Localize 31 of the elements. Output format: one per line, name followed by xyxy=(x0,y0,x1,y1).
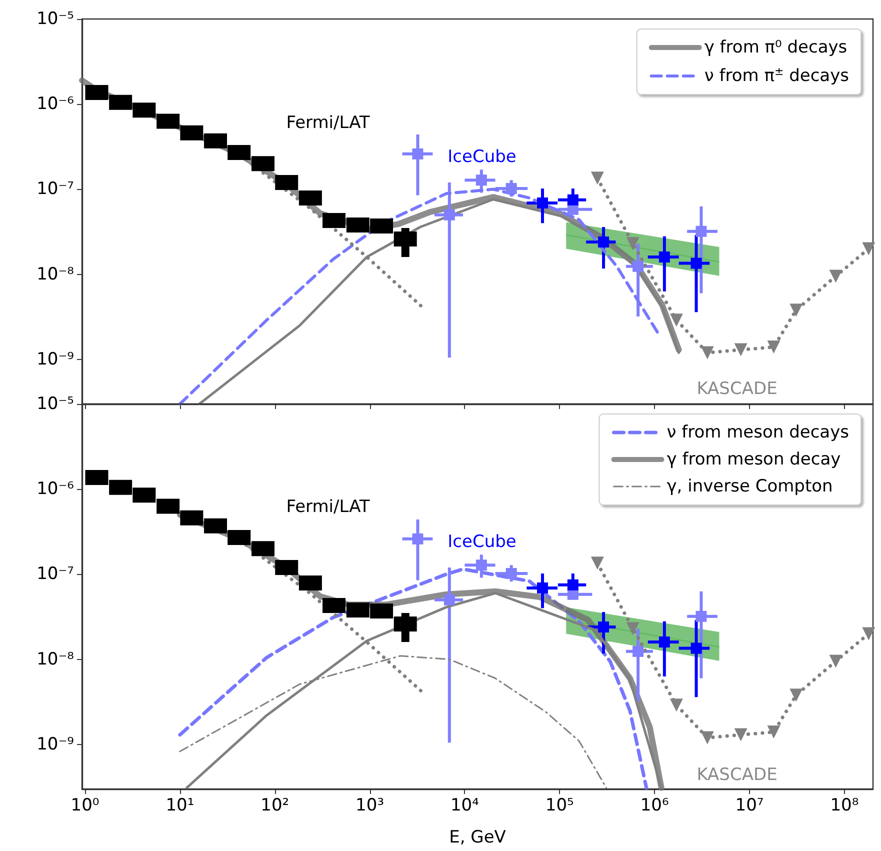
annotation: KASCADE xyxy=(696,765,778,785)
y-tick-label: 10⁻⁸ xyxy=(36,264,74,284)
y-tick-label: 10⁻⁹ xyxy=(36,349,74,370)
legend-label: γ from meson decay xyxy=(666,450,841,470)
x-tick-label: 10² xyxy=(260,796,290,816)
y-tick-label: 10⁻⁷ xyxy=(36,564,74,584)
y-tick-label: 10⁻⁵ xyxy=(36,394,74,414)
x-tick-label: 10⁸ xyxy=(830,796,859,816)
x-tick-label: 10⁵ xyxy=(545,796,574,816)
x-tick-label: 10³ xyxy=(356,796,384,816)
annotation: IceCube xyxy=(448,147,516,167)
annotation: Fermi/LAT xyxy=(286,113,370,133)
x-tick-label: 10¹ xyxy=(166,796,194,816)
legend-label: ν from π± decays xyxy=(704,65,850,86)
legend-label: ν from meson decays xyxy=(666,422,850,442)
y-tick-label: 10⁻⁶ xyxy=(36,479,74,500)
y-tick-label: 10⁻⁷ xyxy=(36,179,74,200)
y-tick-label: 10⁻⁵ xyxy=(36,9,74,29)
y-tick-label: 10⁻⁹ xyxy=(36,734,74,754)
annotation: IceCube xyxy=(448,532,516,552)
legend-label: γ from π⁰ decays xyxy=(704,38,848,58)
annotation: Fermi/LAT xyxy=(286,497,370,517)
x-tick-label: 10⁶ xyxy=(640,796,669,816)
x-tick-label: 10⁰ xyxy=(70,796,100,816)
x-tick-label: 10⁴ xyxy=(450,796,480,816)
y-tick-label: 10⁻⁸ xyxy=(36,649,74,670)
legend-label: γ, inverse Compton xyxy=(666,476,833,496)
x-axis-title: E, GeV xyxy=(449,828,506,848)
x-tick-label: 10⁷ xyxy=(735,796,764,816)
y-tick-label: 10⁻⁶ xyxy=(36,94,74,114)
annotation: KASCADE xyxy=(696,379,778,399)
